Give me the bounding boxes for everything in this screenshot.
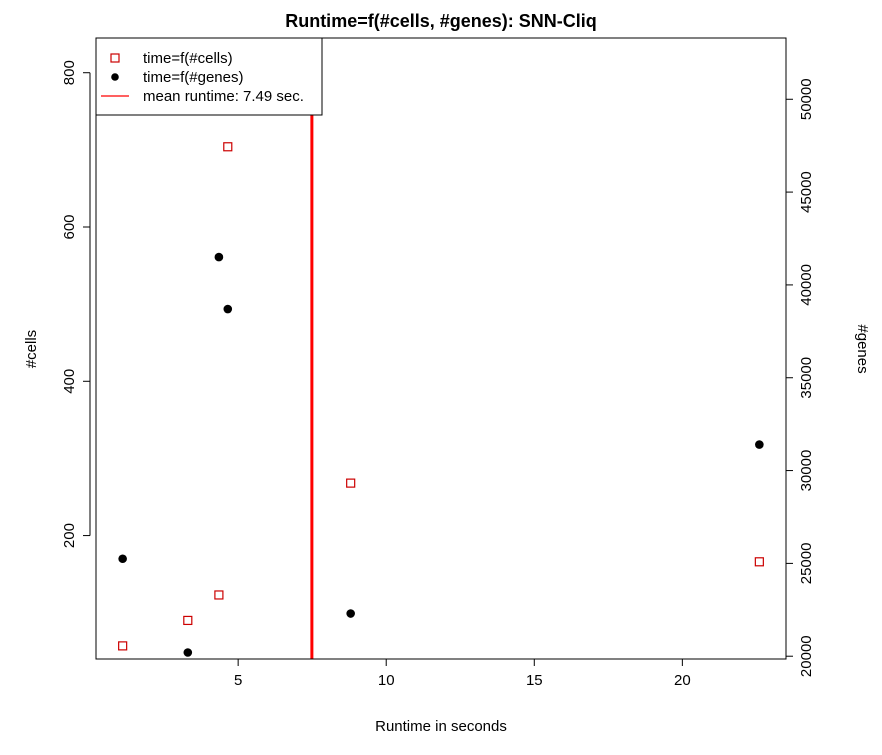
legend: time=f(#cells) time=f(#genes) mean runtime…: [95, 37, 323, 116]
legend-cells-marker: [110, 53, 120, 63]
legend-genes-label: time=f(#genes): [143, 69, 243, 86]
plot-area: 5 10 15 20 200 400 600 800 20000 25000 30000 35000 4…: [61, 38, 815, 689]
right-y-axis-label: #genes: [854, 324, 871, 373]
genes-data-point: [214, 252, 224, 262]
left-y-tick-label: 800: [61, 60, 78, 85]
genes-data-point: [755, 440, 764, 449]
left-y-tick-label: 600: [61, 214, 78, 239]
right-y-tick-label: 40000: [798, 264, 815, 306]
legend-cells-label: time=f(#cells): [143, 50, 233, 67]
cells-data-point: [223, 142, 233, 152]
genes-data-point: [223, 304, 233, 314]
legend-box: [95, 37, 323, 116]
legend-genes-marker: [111, 73, 119, 81]
cells-data-point: [214, 590, 224, 600]
legend-mean-runtime-label: mean runtime: 7.49 sec.: [143, 88, 304, 105]
left-y-tick-label: 400: [61, 369, 78, 394]
right-y-tick-label: 20000: [798, 635, 815, 677]
right-y-tick-label: 25000: [798, 543, 815, 585]
chart-title: Runtime=f(#cells, #genes): SNN-Cliq: [285, 11, 597, 31]
x-axis-label: Runtime in seconds: [375, 718, 507, 735]
x-tick-label: 20: [674, 672, 691, 689]
right-y-tick-label: 50000: [798, 78, 815, 120]
genes-data-point: [118, 554, 127, 564]
genes-data-point: [346, 609, 355, 618]
cells-data-point: [118, 641, 128, 651]
left-y-tick-label: 200: [61, 523, 78, 548]
genes-data-point: [183, 648, 193, 657]
cells-data-point: [754, 557, 764, 567]
plot-frame: [95, 37, 787, 660]
x-tick-label: 5: [234, 672, 242, 689]
cells-data-point: [346, 478, 356, 488]
right-y-tick-label: 30000: [798, 450, 815, 492]
x-tick-label: 15: [526, 672, 543, 689]
x-tick-label: 10: [378, 672, 395, 689]
cells-data-point: [183, 615, 193, 626]
right-y-tick-label: 45000: [798, 171, 815, 213]
left-y-axis-label: #cells: [23, 330, 40, 368]
right-y-tick-label: 35000: [798, 357, 815, 399]
